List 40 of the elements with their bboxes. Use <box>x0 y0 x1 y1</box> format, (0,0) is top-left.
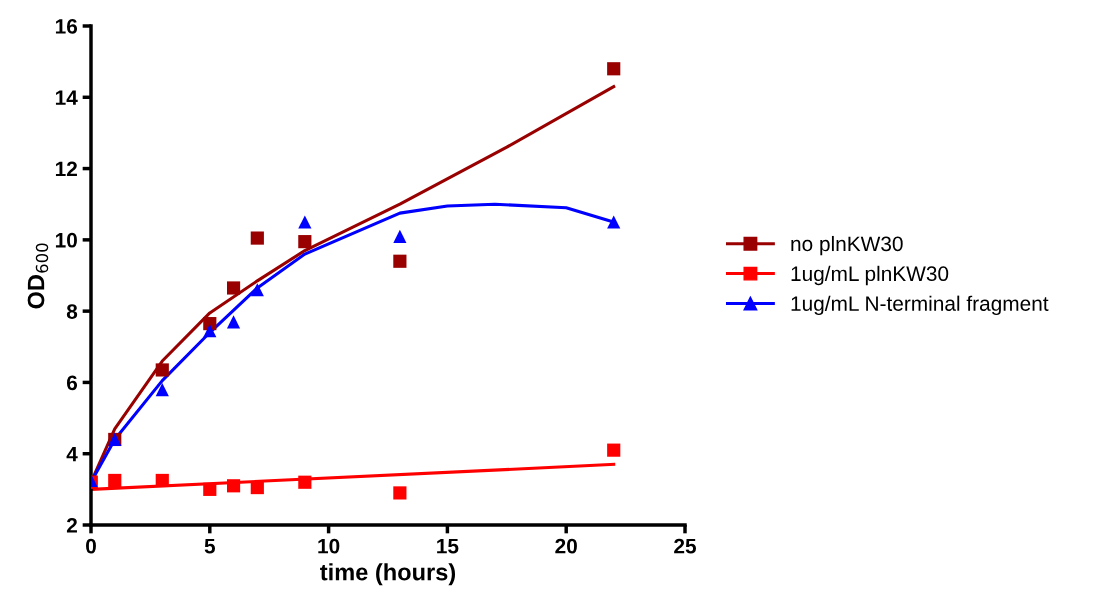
point <box>607 215 621 229</box>
x-tick-label: 5 <box>204 538 216 554</box>
point <box>607 443 621 457</box>
x-tick-label: 25 <box>674 538 697 554</box>
y-tick-label: 14 <box>55 90 78 105</box>
y-axis-title: OD$_{600}$ <box>27 243 49 309</box>
point <box>393 229 407 243</box>
point <box>298 475 312 489</box>
y-tick-label: 4 <box>66 446 78 462</box>
x-tick-label: 0 <box>86 538 96 554</box>
point <box>108 473 122 488</box>
y-tick-label: 8 <box>66 304 78 319</box>
point <box>250 231 264 245</box>
x-tick-label: 15 <box>437 538 459 554</box>
y-tick-label: 2 <box>66 518 77 533</box>
point <box>226 281 241 295</box>
x-tick-label: 20 <box>555 538 577 554</box>
point <box>607 62 621 76</box>
y-tick-label: 16 <box>55 19 78 34</box>
point <box>298 215 312 229</box>
point <box>155 473 169 488</box>
point <box>155 382 169 397</box>
y-tick-label: 10 <box>55 232 77 248</box>
point <box>298 235 312 249</box>
y-tick-label: 12 <box>55 161 77 177</box>
x-axis-title: time (hours) <box>320 563 456 586</box>
point <box>226 315 241 329</box>
point <box>155 363 169 377</box>
legend-label: 1ug/mL N-terminal fragment <box>791 295 1049 316</box>
y-tick-label: 6 <box>66 375 78 391</box>
point <box>203 482 217 496</box>
legend-label: 1ug/mL plnKW30 <box>791 265 949 286</box>
point <box>203 324 217 338</box>
legend-label: no plnKW30 <box>791 235 903 256</box>
x-tick-label: 10 <box>318 538 340 554</box>
point <box>393 486 407 500</box>
point <box>250 480 264 495</box>
point <box>226 479 241 493</box>
point <box>250 283 264 297</box>
point <box>393 254 407 268</box>
